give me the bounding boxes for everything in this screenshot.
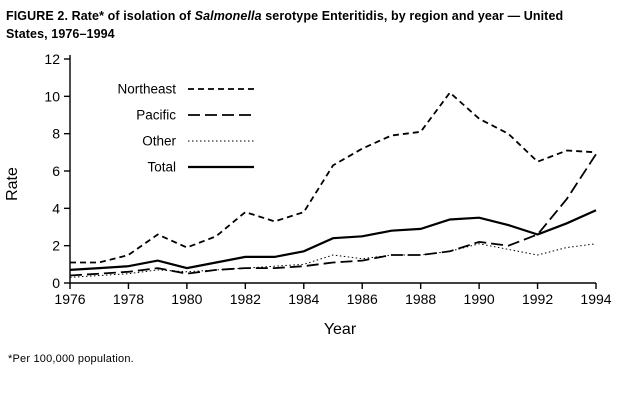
y-tick-label: 8	[52, 126, 60, 142]
x-tick-label: 1986	[347, 291, 378, 307]
y-tick-label: 4	[52, 201, 60, 217]
series-line-pacific	[69, 153, 597, 277]
line-chart: 0 2 4 6 8 10 12 1976 1978 1980 1982 1984 1986 1988 199…	[44, 51, 611, 307]
y-tick-label: 2	[52, 238, 60, 254]
y-tick-label: 12	[44, 51, 60, 67]
y-tick-label: 10	[44, 89, 60, 105]
x-tick-label: 1990	[464, 291, 495, 307]
x-axis-title: Year	[323, 321, 357, 339]
legend-label-northeast: Northeast	[117, 82, 176, 97]
x-tick-label: 1988	[405, 291, 436, 307]
x-tick-label: 1978	[113, 291, 144, 307]
x-tick-label: 1982	[230, 291, 261, 307]
chart-title-italic: Salmonella	[194, 9, 262, 23]
chart-area: Rate 0 2 4 6 8 10 12 1976 1978 1980 1982 1984 1986 19…	[0, 47, 620, 321]
chart-title-prefix: FIGURE 2. Rate* of isolation of	[6, 9, 195, 23]
series-line-other	[69, 243, 597, 279]
y-tick-label: 6	[52, 163, 60, 179]
x-tick-label: 1980	[171, 291, 202, 307]
x-tick-label: 1984	[288, 291, 319, 307]
legend-label-pacific: Pacific	[136, 108, 176, 123]
x-tick-label: 1976	[54, 291, 85, 307]
x-tick-label: 1994	[580, 291, 611, 307]
series-line-total	[69, 209, 597, 272]
chart-title: FIGURE 2. Rate* of isolation of Salmonel…	[0, 0, 616, 45]
footnote: *Per 100,000 population.	[8, 353, 134, 366]
legend-label-other: Other	[142, 134, 176, 149]
y-tick-label: 0	[52, 275, 60, 291]
y-axis-title-text: Rate	[4, 167, 22, 202]
x-tick-label: 1992	[522, 291, 553, 307]
legend-label-total: Total	[147, 160, 176, 175]
chart-title-suffix: serotype Enteritidis, by region and year…	[6, 9, 564, 42]
y-axis-title: Rate	[0, 47, 26, 321]
series-line-northeast	[70, 91, 597, 264]
